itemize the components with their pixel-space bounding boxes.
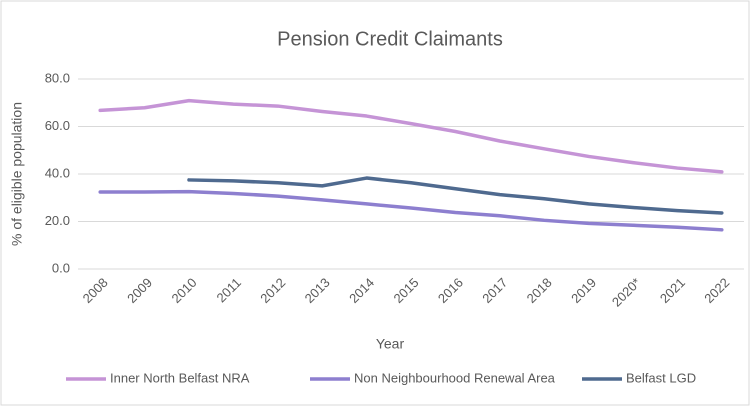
- series-line: [98, 189, 724, 232]
- legend-label: Non Neighbourhood Renewal Area: [354, 370, 556, 385]
- series-line: [187, 176, 724, 215]
- y-tick-label: 80.0: [45, 70, 70, 85]
- y-tick-label: 40.0: [45, 165, 70, 180]
- y-axis-label: % of eligible population: [9, 102, 25, 246]
- series-line: [98, 98, 724, 174]
- y-tick-label: 60.0: [45, 118, 70, 133]
- y-tick-label: 0.0: [52, 260, 70, 275]
- y-tick-label: 20.0: [45, 213, 70, 228]
- legend-label: Belfast LGD: [626, 370, 696, 385]
- chart-title: Pension Credit Claimants: [277, 28, 503, 50]
- legend-label: Inner North Belfast NRA: [110, 370, 250, 385]
- x-axis-label: Year: [376, 336, 405, 352]
